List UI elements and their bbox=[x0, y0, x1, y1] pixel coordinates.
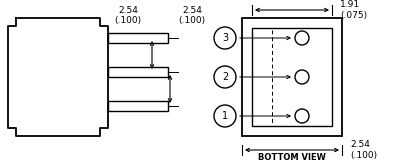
Bar bbox=[242, 18, 342, 136]
Text: 2.54
(.100): 2.54 (.100) bbox=[114, 6, 142, 25]
Bar bbox=[108, 33, 168, 43]
Text: BOTTOM VIEW: BOTTOM VIEW bbox=[258, 153, 326, 162]
Circle shape bbox=[295, 109, 309, 123]
Text: 2.54
(.100): 2.54 (.100) bbox=[178, 6, 206, 25]
Bar bbox=[108, 67, 168, 77]
Circle shape bbox=[295, 70, 309, 84]
Text: 1.91
(.075): 1.91 (.075) bbox=[340, 0, 367, 20]
Bar bbox=[252, 28, 332, 126]
Text: 2: 2 bbox=[222, 72, 228, 82]
Bar bbox=[108, 101, 168, 111]
Text: 1: 1 bbox=[222, 111, 228, 121]
Text: 3: 3 bbox=[222, 33, 228, 43]
Circle shape bbox=[214, 66, 236, 88]
Circle shape bbox=[295, 31, 309, 45]
Circle shape bbox=[214, 105, 236, 127]
Circle shape bbox=[214, 27, 236, 49]
Text: 2.54
(.100): 2.54 (.100) bbox=[350, 140, 377, 160]
